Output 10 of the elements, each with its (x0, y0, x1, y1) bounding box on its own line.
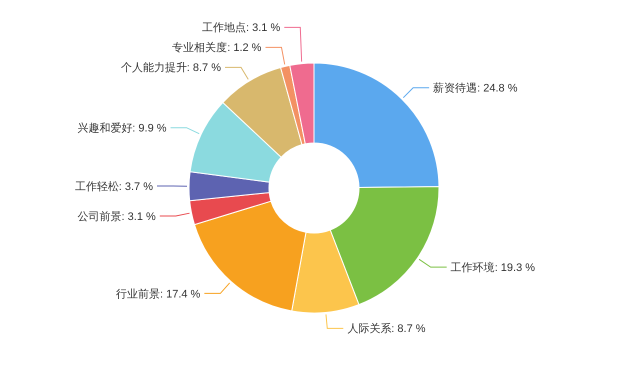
slice-label: 工作地点: 3.1 % (202, 21, 280, 34)
slice-label: 公司前景: 3.1 % (78, 210, 156, 223)
slice-label: 兴趣和爱好: 9.9 % (77, 122, 167, 135)
slice-label: 个人能力提升: 8.7 % (120, 61, 222, 74)
slice-label: 薪资待遇: 24.8 % (433, 82, 518, 95)
slice-label: 工作环境: 19.3 % (450, 260, 536, 274)
slice-label: 人际关系: 8.7 % (347, 322, 426, 336)
slice-label: 工作轻松: 3.7 % (74, 180, 154, 193)
slice-label: 行业前景: 17.4 % (116, 287, 201, 300)
slice-label: 专业相关度: 1.2 % (172, 41, 262, 54)
